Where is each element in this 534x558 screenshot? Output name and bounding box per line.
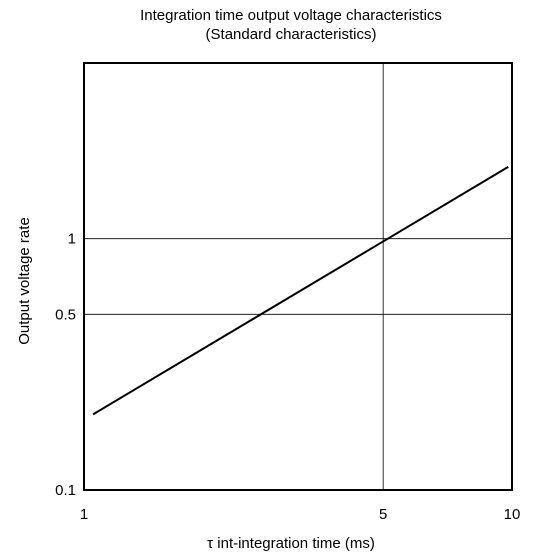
x-tick-label: 5 bbox=[379, 506, 387, 523]
chart-title-line-1: Integration time output voltage characte… bbox=[140, 7, 442, 24]
y-axis-label: Output voltage rate bbox=[16, 217, 33, 345]
grid-layer bbox=[84, 63, 512, 490]
tick-layer: 1 5 10 0.1 0.5 1 bbox=[55, 231, 520, 523]
series-line-0 bbox=[92, 166, 509, 416]
y-tick-label: 0.1 bbox=[55, 482, 76, 499]
x-tick-label: 10 bbox=[504, 506, 521, 523]
y-tick-label: 0.5 bbox=[55, 306, 76, 323]
chart-title-line-2: (Standard characteristics) bbox=[206, 26, 377, 43]
plot-frame bbox=[83, 62, 513, 491]
series-layer bbox=[92, 166, 509, 416]
x-axis-label: τ int-integration time (ms) bbox=[207, 535, 375, 552]
x-tick-label: 1 bbox=[80, 506, 88, 523]
y-tick-label: 1 bbox=[68, 231, 76, 248]
